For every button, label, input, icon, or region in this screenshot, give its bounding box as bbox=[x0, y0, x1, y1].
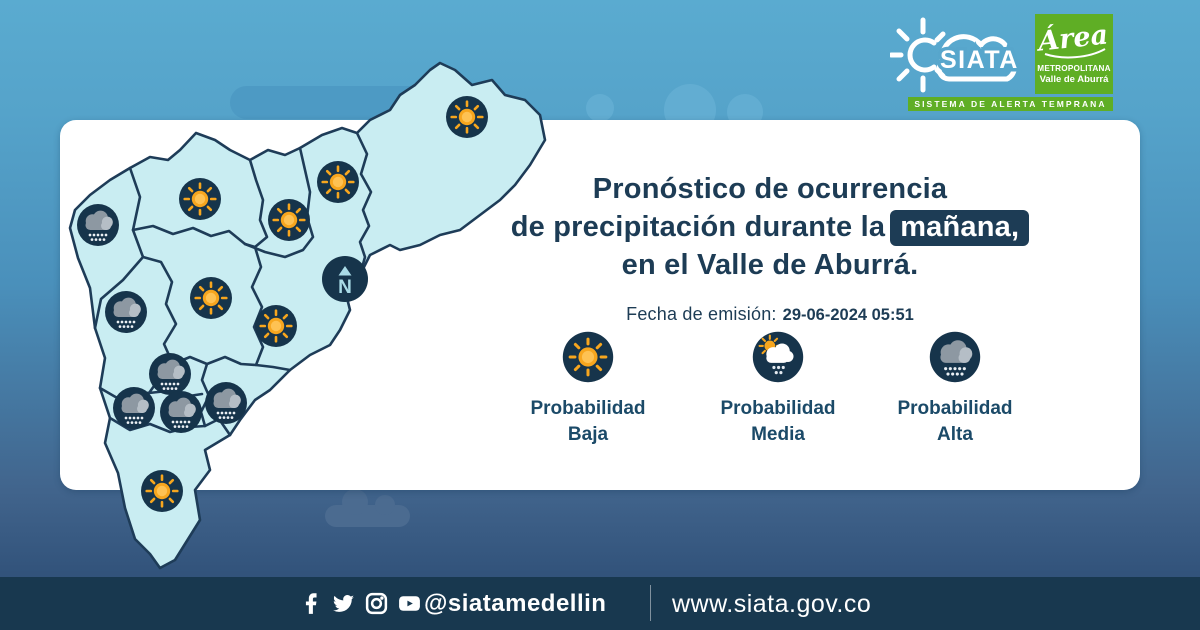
alerta-temprana-text: SISTEMA DE ALERTA TEMPRANA bbox=[914, 99, 1107, 109]
footer-bar: @siatamedellin www.siata.gov.co bbox=[0, 577, 1200, 630]
zone-forecast-icon-z4 bbox=[179, 178, 221, 220]
sun-icon bbox=[568, 337, 608, 377]
legend-label: Probabilidad Media bbox=[720, 398, 836, 445]
sun-icon bbox=[145, 474, 179, 508]
instagram-icon[interactable] bbox=[364, 591, 389, 616]
title-block: Pronóstico de ocurrencia de precipitació… bbox=[430, 170, 1110, 334]
sun-icon bbox=[194, 281, 228, 315]
social-handle[interactable]: @siatamedellin bbox=[424, 590, 607, 617]
svg-text:N: N bbox=[338, 277, 352, 298]
title-line2: de precipitación durante la mañana, bbox=[430, 208, 1110, 246]
rain-cloud-icon bbox=[121, 393, 149, 424]
zone-forecast-icon-z10 bbox=[113, 387, 155, 429]
sun-icon bbox=[321, 165, 355, 199]
prob-baja-icon bbox=[562, 331, 614, 383]
title-line1: Pronóstico de ocurrencia bbox=[592, 173, 948, 205]
zone-forecast-icon-z5 bbox=[77, 204, 119, 246]
legend-label: Probabilidad Baja bbox=[530, 398, 646, 445]
rain-cloud-icon bbox=[85, 210, 113, 241]
legend-label: Probabilidad Alta bbox=[897, 398, 1013, 445]
rain-cloud-icon bbox=[113, 297, 141, 328]
zone-forecast-icon-z11 bbox=[160, 391, 202, 433]
cloud-puff bbox=[586, 94, 614, 122]
social-icons bbox=[298, 591, 422, 616]
zone-forecast-icon-z3 bbox=[268, 199, 310, 241]
cloud-low-puff bbox=[342, 489, 368, 515]
legend-prob-media: Probabilidad Media bbox=[683, 329, 873, 448]
title-line3: en el Valle de Aburrá. bbox=[621, 249, 919, 281]
sun-icon bbox=[183, 182, 217, 216]
legend-prob-baja: Probabilidad Baja bbox=[493, 329, 683, 448]
siata-sun-cloud-icon bbox=[890, 17, 1017, 93]
zone-forecast-icon-z8 bbox=[255, 305, 297, 347]
area-line1: METROPOLITANA bbox=[1037, 64, 1110, 73]
valle-de-aburra-map: N bbox=[68, 61, 547, 570]
sun-icon bbox=[259, 309, 293, 343]
footer-divider bbox=[650, 585, 651, 621]
area-swash bbox=[1044, 48, 1106, 59]
emission-label: Fecha de emisión: bbox=[626, 304, 777, 324]
rain-cloud-icon bbox=[940, 340, 973, 376]
zone-forecast-icon-z13 bbox=[141, 470, 183, 512]
zone-forecast-icon-z2 bbox=[317, 161, 359, 203]
twitter-icon[interactable] bbox=[331, 591, 356, 616]
zone-forecast-icon-z6 bbox=[190, 277, 232, 319]
prob-alta-icon bbox=[929, 331, 981, 383]
rain-cloud-icon bbox=[213, 388, 241, 419]
cloud-low-puff bbox=[375, 495, 395, 515]
siata-logo: SIATA bbox=[890, 17, 1021, 93]
legend-prob-alta: Probabilidad Alta bbox=[860, 329, 1050, 448]
area-metropolitana-logo: Área METROPOLITANA Valle de Aburrá bbox=[1035, 14, 1113, 94]
rain-cloud-icon bbox=[168, 397, 196, 428]
zone-forecast-icon-z7 bbox=[105, 291, 147, 333]
youtube-icon[interactable] bbox=[397, 591, 422, 616]
highlight-manana: mañana, bbox=[890, 210, 1030, 246]
sun-icon bbox=[272, 203, 306, 237]
sun-rain-icon bbox=[758, 334, 794, 375]
rain-cloud-icon bbox=[157, 359, 185, 390]
area-line2: Valle de Aburrá bbox=[1040, 74, 1110, 85]
zone-forecast-icon-z9 bbox=[149, 353, 191, 395]
emission-value: 29-06-2024 05:51 bbox=[782, 306, 914, 324]
website-link[interactable]: www.siata.gov.co bbox=[672, 590, 872, 618]
zone-forecast-icon-z12 bbox=[205, 382, 247, 424]
north-compass-icon: N bbox=[322, 256, 368, 302]
emission-line: Fecha de emisión: 29-06-2024 05:51 bbox=[430, 295, 1110, 334]
prob-media-icon bbox=[752, 331, 804, 383]
sun-icon bbox=[450, 100, 484, 134]
facebook-icon[interactable] bbox=[298, 591, 323, 616]
siata-logo-text: SIATA bbox=[940, 46, 1019, 74]
alerta-temprana-bar: SISTEMA DE ALERTA TEMPRANA bbox=[908, 97, 1113, 111]
zone-forecast-icon-z1 bbox=[446, 96, 488, 138]
